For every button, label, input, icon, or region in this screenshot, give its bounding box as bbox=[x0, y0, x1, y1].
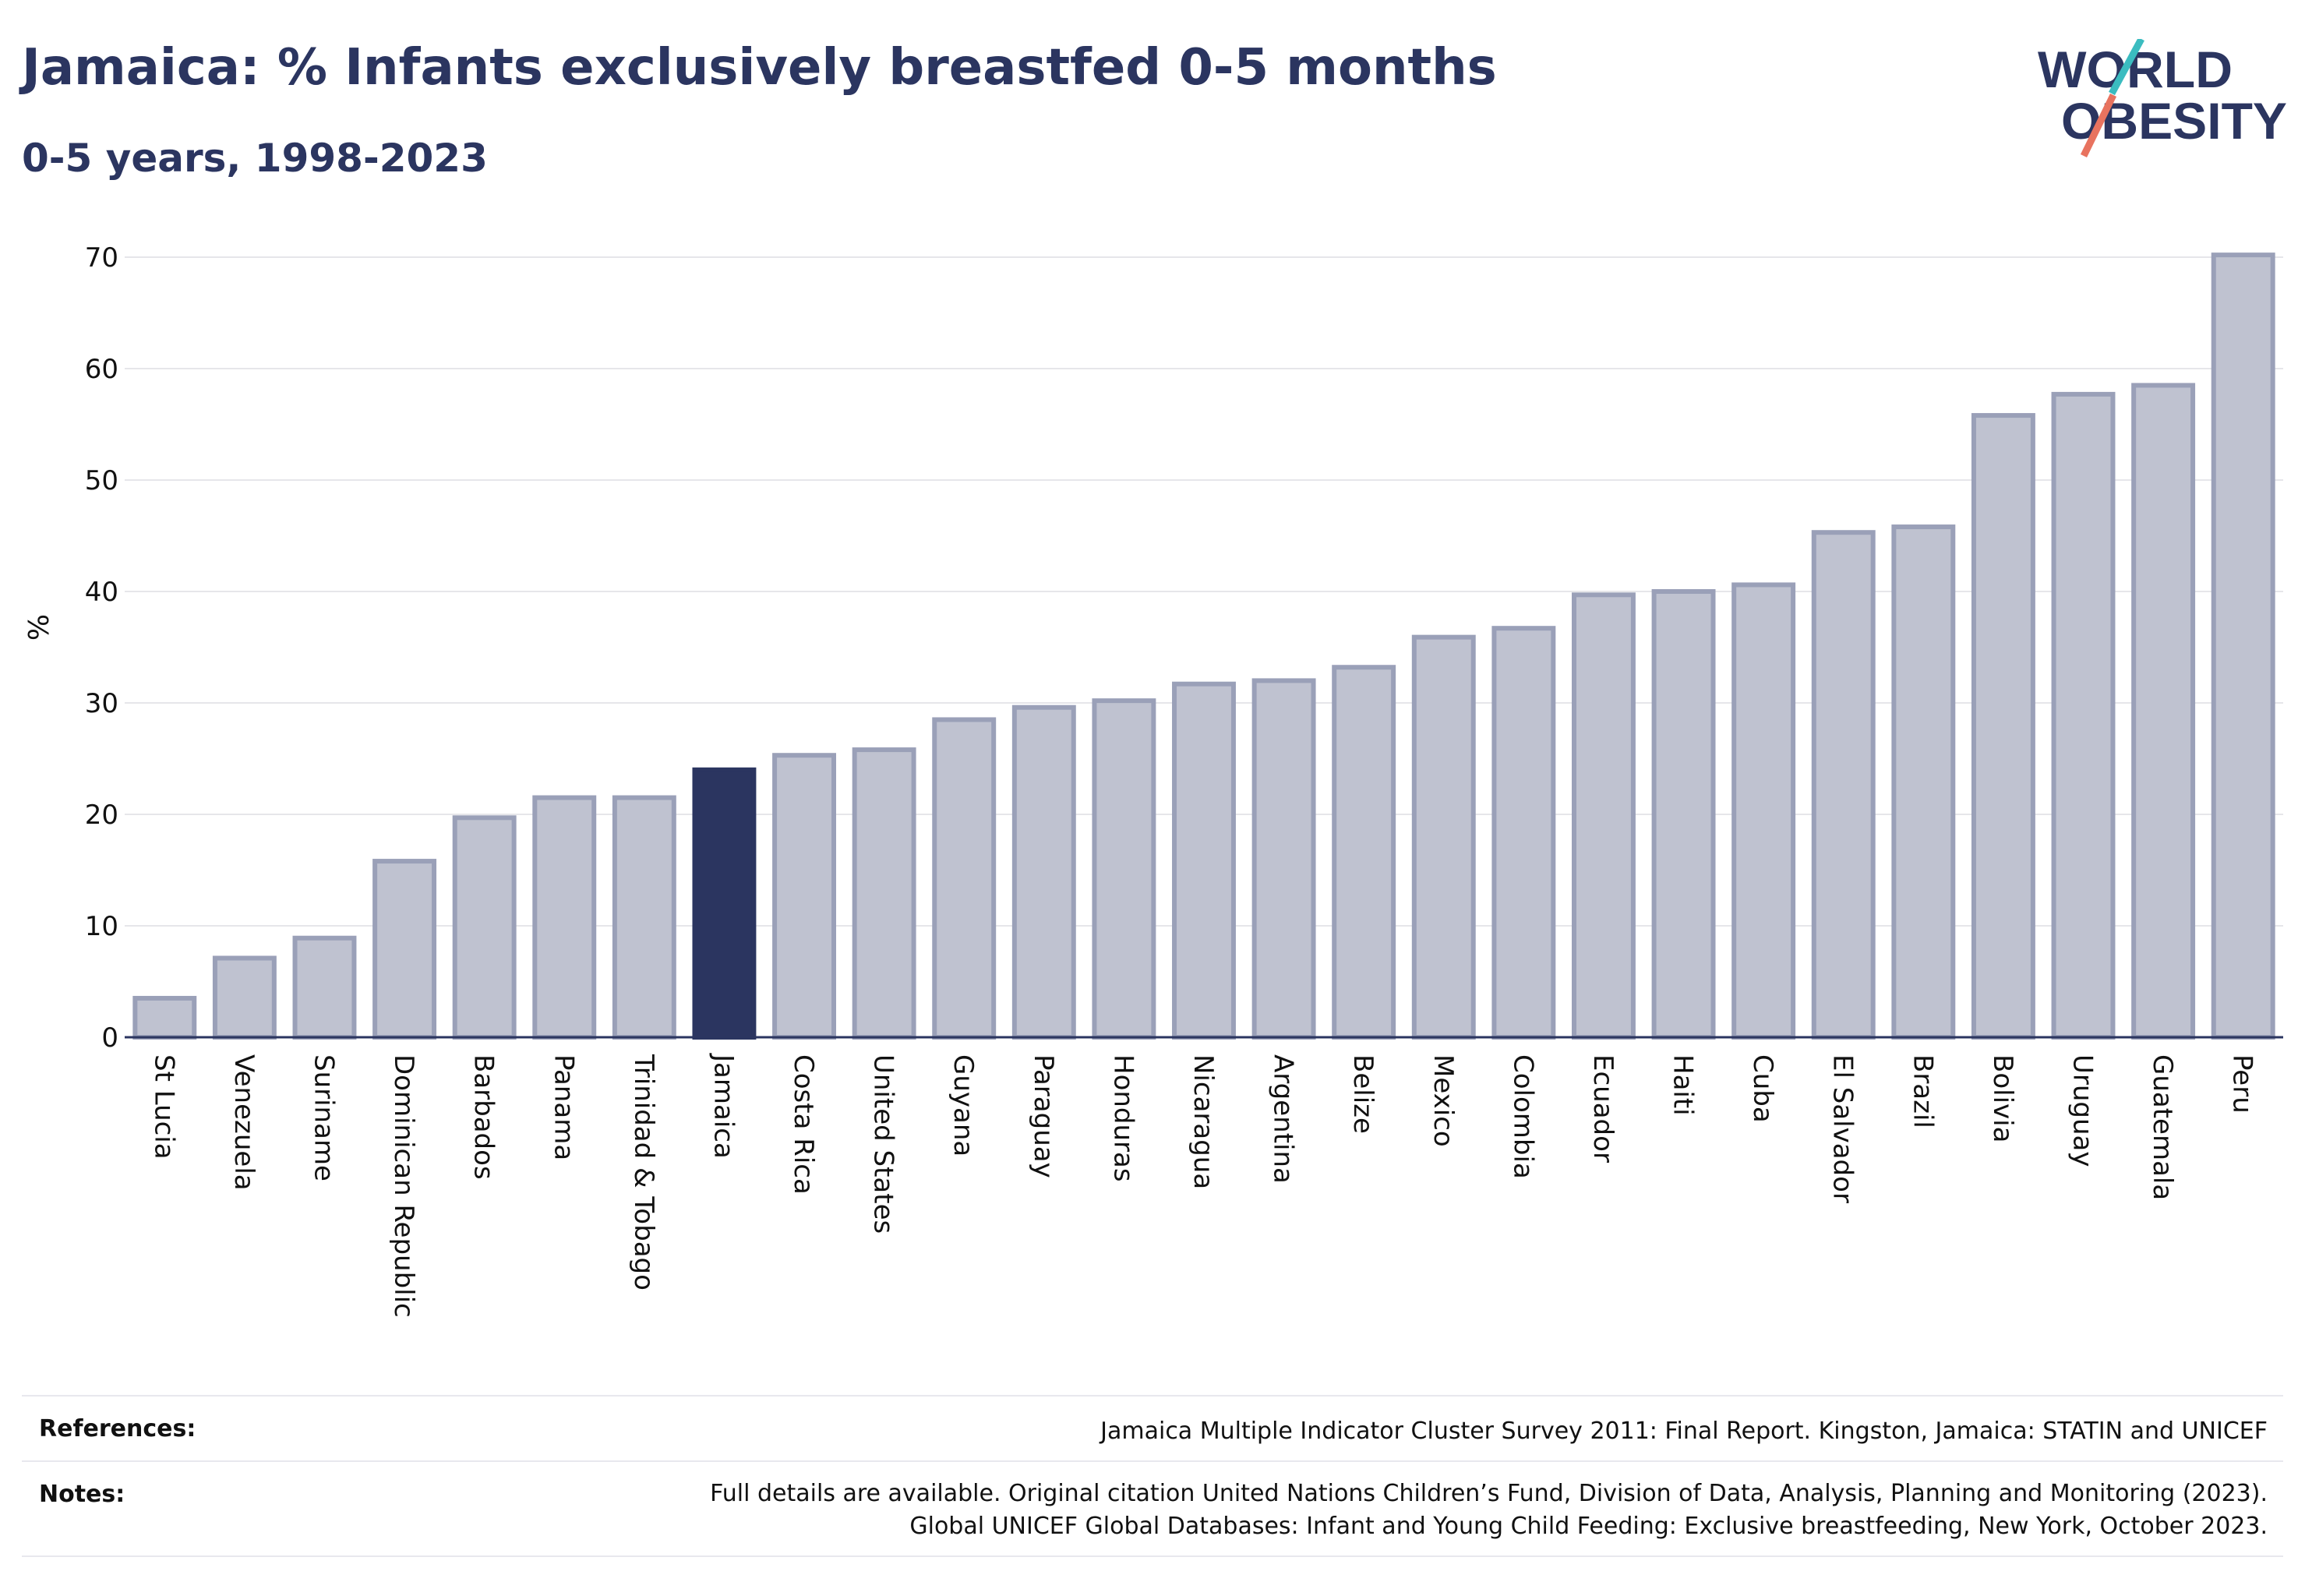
bar-haiti bbox=[1651, 589, 1716, 1040]
bar-suriname bbox=[292, 935, 357, 1040]
x-tick-label: Panama bbox=[548, 1054, 579, 1160]
x-tick-label: Mexico bbox=[1428, 1054, 1459, 1147]
x-tick-label: Barbados bbox=[468, 1054, 499, 1180]
x-tick-label: Paraguay bbox=[1028, 1054, 1059, 1178]
bar-honduras bbox=[1092, 698, 1156, 1040]
x-tick-label: United States bbox=[868, 1054, 899, 1234]
y-tick-label: 40 bbox=[85, 577, 118, 608]
x-tick-label: Bolivia bbox=[1987, 1054, 2018, 1142]
x-tick-label: Trinidad & Tobago bbox=[628, 1054, 659, 1291]
bar-nicaragua bbox=[1172, 681, 1236, 1040]
x-tick-label: Belize bbox=[1347, 1054, 1378, 1134]
x-tick-label: Costa Rica bbox=[788, 1054, 819, 1195]
x-tick-label: Guatemala bbox=[2147, 1054, 2178, 1200]
y-tick-label: 10 bbox=[85, 911, 118, 942]
notes-text-line1: Full details are available. Original cit… bbox=[710, 1480, 2268, 1507]
references-label: References: bbox=[39, 1415, 196, 1442]
x-tick-label: Haiti bbox=[1668, 1054, 1699, 1116]
bars bbox=[132, 252, 2275, 1040]
bar-belize bbox=[1332, 665, 1396, 1040]
x-tick-label: Jamaica bbox=[708, 1053, 739, 1159]
bar-venezuela bbox=[212, 955, 277, 1040]
world-obesity-logo: WORLD OBESITY bbox=[2038, 39, 2287, 157]
bar-st-lucia bbox=[132, 995, 197, 1040]
y-tick-label: 60 bbox=[85, 354, 118, 385]
x-tick-label: Brazil bbox=[1907, 1054, 1938, 1128]
x-tick-label: Nicaragua bbox=[1188, 1054, 1219, 1189]
bar-paraguay bbox=[1011, 704, 1076, 1040]
x-tick-label: Peru bbox=[2227, 1054, 2258, 1114]
y-tick-label: 0 bbox=[101, 1022, 118, 1054]
bar-brazil bbox=[1891, 524, 1956, 1040]
y-tick-label: 20 bbox=[85, 800, 118, 831]
x-tick-label: Venezuela bbox=[228, 1054, 259, 1191]
bar-colombia bbox=[1491, 626, 1556, 1040]
notes-label: Notes: bbox=[39, 1481, 125, 1508]
x-tick-label: Guyana bbox=[948, 1054, 979, 1156]
bar-cuba bbox=[1731, 582, 1796, 1040]
bar-jamaica bbox=[692, 767, 757, 1040]
bar-united-states bbox=[852, 747, 916, 1040]
x-tick-label: Honduras bbox=[1107, 1054, 1138, 1182]
x-tick-label: Argentina bbox=[1268, 1054, 1299, 1184]
bar-guyana bbox=[932, 717, 997, 1040]
x-tick-label: Suriname bbox=[308, 1054, 339, 1181]
bar-guatemala bbox=[2131, 383, 2196, 1040]
x-tick-labels: St Lucia Venezuela Suriname Dominican Repub… bbox=[148, 1053, 2257, 1318]
bar-panama bbox=[532, 795, 597, 1040]
notes-row: Notes: Full details are available. Origi… bbox=[22, 1460, 2283, 1554]
bar-uruguay bbox=[2051, 391, 2116, 1040]
bar-ecuador bbox=[1572, 592, 1636, 1040]
y-tick-labels: 0 10 20 30 40 50 60 70 bbox=[85, 242, 118, 1054]
bar-el-salvador bbox=[1811, 530, 1876, 1040]
bar-barbados bbox=[452, 815, 517, 1040]
x-tick-label: St Lucia bbox=[148, 1054, 179, 1160]
x-tick-label: Cuba bbox=[1747, 1054, 1778, 1123]
bar-bolivia bbox=[1971, 413, 2035, 1040]
references-row: References: Jamaica Multiple Indicator C… bbox=[22, 1395, 2283, 1460]
bar-peru bbox=[2211, 252, 2275, 1040]
footer-divider-top bbox=[22, 1395, 2283, 1396]
bar-argentina bbox=[1251, 678, 1316, 1040]
references-text: Jamaica Multiple Indicator Cluster Surve… bbox=[1100, 1418, 2268, 1445]
footer-divider-bottom bbox=[22, 1555, 2283, 1557]
notes-text-line2: Global UNICEF Global Databases: Infant a… bbox=[909, 1513, 2268, 1540]
y-axis-label: % bbox=[23, 614, 55, 641]
chart-subtitle: 0-5 years, 1998-2023 bbox=[22, 136, 488, 181]
y-tick-label: 70 bbox=[85, 242, 118, 274]
y-tick-label: 30 bbox=[85, 688, 118, 719]
chart-title: Jamaica: % Infants exclusively breastfed… bbox=[22, 39, 1497, 97]
y-tick-label: 50 bbox=[85, 465, 118, 496]
footer-divider-middle bbox=[22, 1460, 2283, 1462]
x-tick-label: Dominican Republic bbox=[388, 1054, 419, 1318]
bar-mexico bbox=[1411, 634, 1476, 1040]
x-tick-label: El Salvador bbox=[1827, 1054, 1858, 1203]
bar-trinidad-tobago bbox=[612, 795, 676, 1040]
logo-slash-coral bbox=[2080, 94, 2117, 157]
logo-slash-teal bbox=[2109, 39, 2144, 96]
bar-chart: % 0 10 20 30 40 50 60 70 St Lucia Venezuela Surin… bbox=[23, 242, 2283, 1318]
x-tick-label: Uruguay bbox=[2067, 1054, 2099, 1167]
x-tick-label: Ecuador bbox=[1587, 1054, 1618, 1163]
bar-dominican-republic bbox=[372, 859, 437, 1040]
bar-costa-rica bbox=[772, 753, 836, 1040]
x-tick-label: Colombia bbox=[1507, 1054, 1538, 1179]
